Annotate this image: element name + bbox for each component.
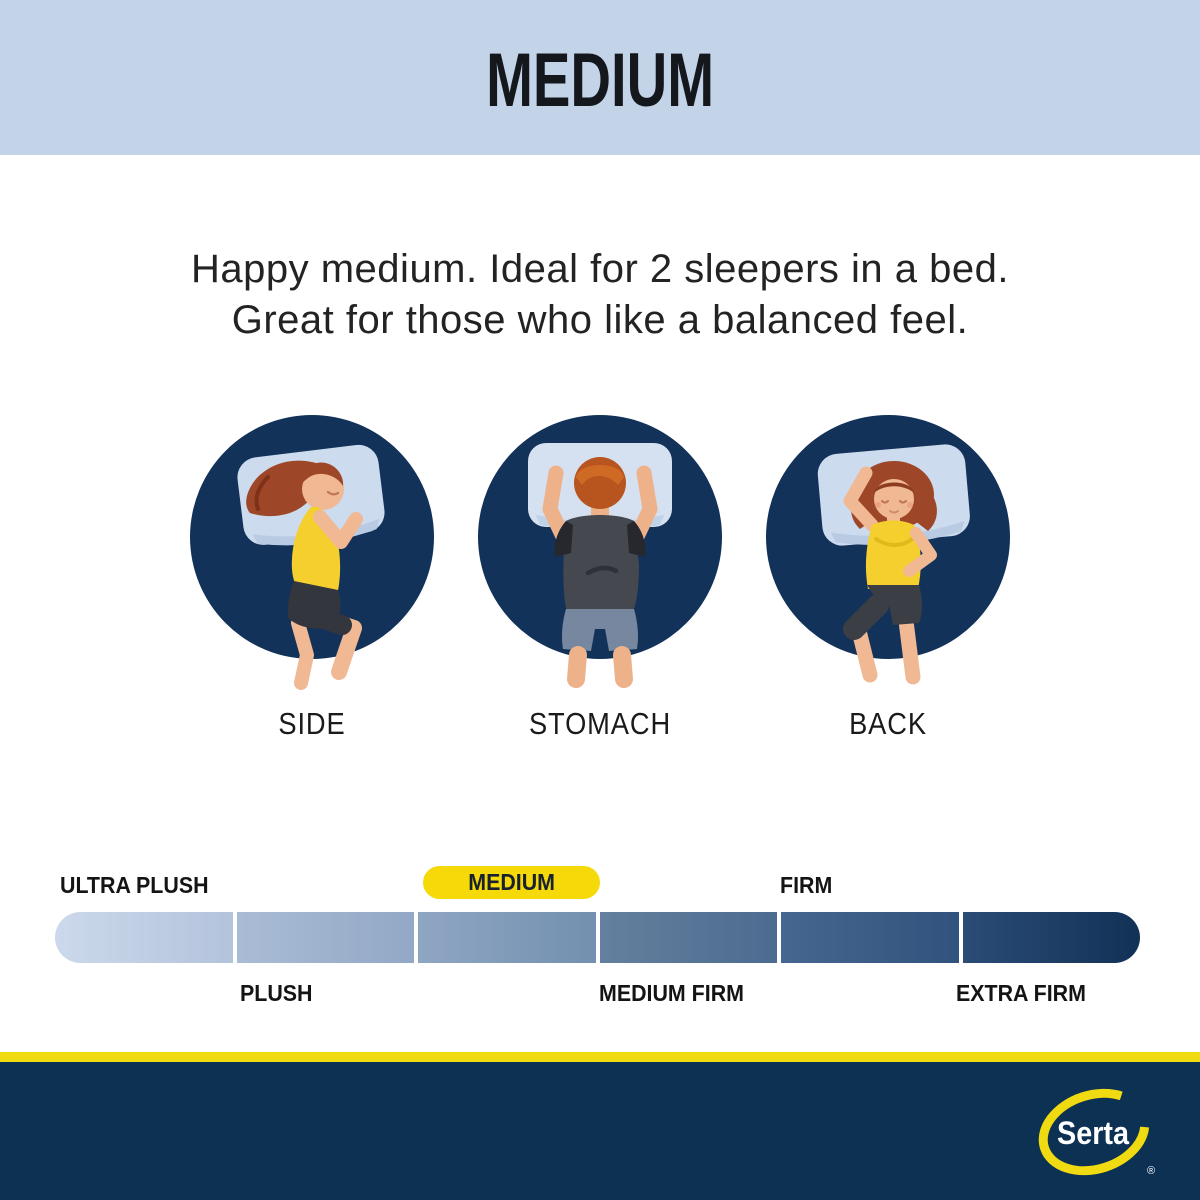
firmness-segment-medium bbox=[418, 912, 596, 963]
firmness-segment-extra-firm bbox=[962, 912, 1140, 963]
description-text: Happy medium. Ideal for 2 sleepers in a … bbox=[0, 244, 1200, 346]
man-sleeping-on-stomach-icon bbox=[478, 415, 722, 688]
firmness-scale-bar bbox=[55, 912, 1140, 963]
position-label-back: BACK bbox=[849, 706, 927, 741]
firmness-segment-medium-firm bbox=[599, 912, 777, 963]
scale-label-ultra-plush: ULTRA PLUSH bbox=[60, 872, 209, 898]
scale-label-extra-firm: EXTRA FIRM bbox=[956, 980, 1086, 1006]
medium-pill: MEDIUM bbox=[423, 866, 600, 899]
page-title: MEDIUM bbox=[485, 38, 715, 123]
sleep-position-circle-side bbox=[190, 415, 434, 690]
firmness-segment-firm bbox=[781, 912, 959, 963]
scale-label-medium-firm: MEDIUM FIRM bbox=[599, 980, 744, 1006]
serta-brand-text: Serta bbox=[1057, 1115, 1129, 1151]
registered-trademark-icon: ® bbox=[1147, 1165, 1155, 1177]
scale-label-medium-selected: MEDIUM bbox=[468, 869, 555, 895]
woman-sleeping-on-back-icon bbox=[766, 415, 1010, 685]
description-line-2: Great for those who like a balanced feel… bbox=[231, 298, 969, 342]
serta-logo: Serta ® bbox=[1038, 1088, 1155, 1177]
woman-sleeping-on-side-icon bbox=[190, 415, 434, 690]
scale-label-plush: PLUSH bbox=[240, 980, 313, 1006]
footer-band bbox=[0, 1062, 1200, 1200]
sleep-position-circle-back bbox=[766, 415, 1010, 685]
position-label-stomach: STOMACH bbox=[528, 706, 672, 741]
serta-swoosh-icon bbox=[1038, 1088, 1150, 1176]
header-banner: MEDIUM bbox=[0, 0, 1200, 155]
firmness-segment-plush bbox=[236, 912, 414, 963]
description-line-1: Happy medium. Ideal for 2 sleepers in a … bbox=[191, 247, 1009, 291]
position-label-side: SIDE bbox=[278, 706, 346, 741]
firmness-segment-ultra-plush bbox=[55, 912, 233, 963]
yellow-divider-stripe bbox=[0, 1052, 1200, 1062]
sleep-position-circle-stomach bbox=[478, 415, 722, 688]
scale-label-firm: FIRM bbox=[780, 872, 833, 898]
